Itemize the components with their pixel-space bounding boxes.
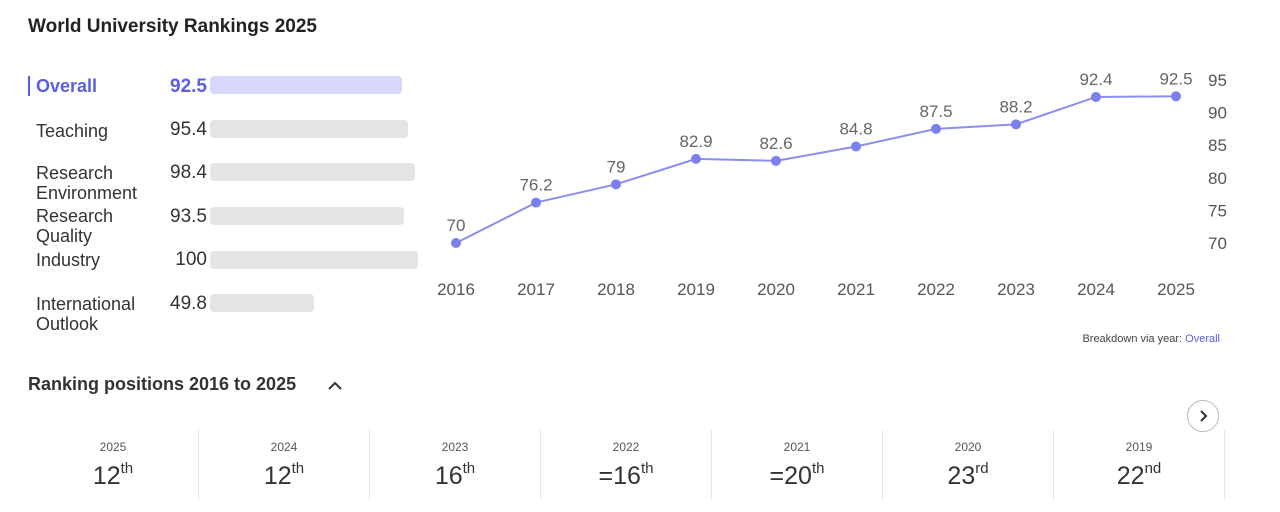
y-tick-label: 85 (1208, 136, 1227, 155)
rank-position: 23rd (947, 460, 989, 490)
data-label: 82.6 (759, 134, 792, 153)
x-tick-label: 2020 (757, 280, 795, 299)
chevron-up-icon[interactable] (325, 376, 345, 396)
metric-bar (210, 120, 408, 138)
metric-value: 95.4 (170, 119, 207, 140)
metric-value: 100 (175, 249, 207, 270)
chevron-right-icon (1200, 410, 1208, 422)
data-point[interactable] (1171, 91, 1181, 102)
rank-year: 2021 (783, 440, 811, 454)
data-point[interactable] (451, 238, 461, 248)
rank-year: 2020 (954, 440, 982, 454)
metric-bar (210, 251, 418, 269)
data-label: 92.5 (1159, 69, 1192, 88)
rank-cell-2025: 2025 12th (28, 430, 199, 500)
series-line (455, 95, 1177, 244)
metric-bar (210, 163, 415, 181)
data-point[interactable] (931, 123, 941, 134)
rank-cell-2021: 2021 =20th (712, 430, 883, 500)
rank-year: 2019 (1125, 440, 1153, 454)
data-label: 84.8 (839, 120, 872, 139)
overall-score-chart: 95 90 85 80 75 70 70 2016 76.2 2017 79 2018 82.9 2019… (430, 60, 1230, 310)
data-point[interactable] (1011, 119, 1021, 130)
x-tick-label: 2018 (597, 280, 635, 299)
data-point[interactable] (1091, 91, 1101, 102)
rank-cell-2023: 2023 16th (370, 430, 541, 500)
rank-year: 2023 (441, 440, 469, 454)
rank-position: 16th (434, 460, 476, 490)
rank-position: =20th (769, 460, 825, 490)
breakdown-overall-link[interactable]: Overall (1185, 333, 1220, 345)
data-label: 87.5 (919, 102, 952, 121)
metric-label: Research Environment (36, 163, 138, 203)
y-tick-label: 95 (1208, 71, 1227, 90)
breakdown-note: Breakdown via year: Overall (1082, 333, 1220, 345)
data-point[interactable] (771, 155, 781, 166)
rank-cell-2024: 2024 12th (199, 430, 370, 500)
data-point[interactable] (691, 153, 701, 164)
metric-value: 98.4 (170, 162, 207, 183)
ranking-section-title[interactable]: Ranking positions 2016 to 2025 (28, 374, 297, 394)
data-label: 79 (607, 157, 626, 176)
data-label: 70 (447, 216, 466, 235)
x-tick-label: 2022 (917, 280, 955, 299)
rank-position: 22nd (1116, 460, 1162, 490)
data-label: 92.4 (1079, 70, 1112, 89)
page-title: World University Rankings 2025 (28, 16, 317, 37)
data-label: 76.2 (519, 176, 552, 195)
y-tick-label: 75 (1208, 201, 1227, 220)
rank-cell-2022: 2022 =16th (541, 430, 712, 500)
x-tick-label: 2023 (997, 280, 1035, 299)
x-tick-label: 2019 (677, 280, 715, 299)
rank-position: 12th (263, 460, 305, 490)
y-tick-label: 70 (1208, 234, 1227, 253)
next-button[interactable] (1187, 400, 1219, 432)
x-tick-label: 2025 (1157, 280, 1195, 299)
metric-bar (210, 207, 404, 225)
rank-position: =16th (598, 460, 654, 490)
data-point[interactable] (611, 179, 621, 190)
line-chart-svg: 95 90 85 80 75 70 70 2016 76.2 2017 79 2018 82.9 2019… (437, 69, 1227, 299)
metric-bar (210, 76, 402, 94)
x-tick-label: 2024 (1077, 280, 1115, 299)
metric-label: Overall (28, 76, 156, 96)
y-tick-label: 90 (1208, 104, 1227, 123)
rank-cell-2019: 2019 22nd (1054, 430, 1225, 500)
x-tick-label: 2016 (437, 280, 475, 299)
data-point[interactable] (851, 141, 861, 152)
data-point[interactable] (531, 197, 541, 208)
rank-year: 2022 (612, 440, 640, 454)
rank-position: 12th (92, 460, 134, 490)
metric-value: 49.8 (170, 293, 207, 314)
rank-cell-2020: 2020 23rd (883, 430, 1054, 500)
metric-value: 93.5 (170, 206, 207, 227)
metric-label: International Outlook (36, 294, 136, 334)
x-tick-label: 2021 (837, 280, 875, 299)
metric-value: 92.5 (170, 76, 207, 97)
ranking-positions-row: 2025 12th 2024 12th 2023 16th 2022 =16th… (28, 430, 1225, 500)
x-tick-label: 2017 (517, 280, 555, 299)
data-label: 82.9 (679, 132, 712, 151)
rank-year: 2024 (270, 440, 298, 454)
metric-label: Industry (36, 250, 101, 270)
y-tick-label: 80 (1208, 169, 1227, 188)
rank-year: 2025 (99, 440, 127, 454)
breakdown-prefix: Breakdown via year: (1082, 333, 1186, 345)
metric-label: Research Quality (36, 206, 114, 246)
metric-bar (210, 294, 314, 312)
metric-label: Teaching (36, 121, 109, 141)
data-label: 88.2 (999, 97, 1032, 116)
